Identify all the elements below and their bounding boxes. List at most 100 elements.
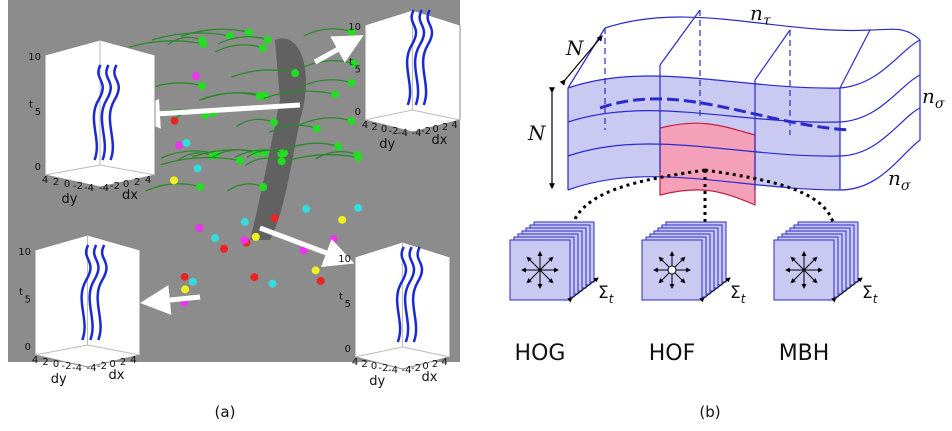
dx-tick: -4 [412, 128, 422, 139]
point [271, 214, 279, 222]
caption: (b) [699, 403, 720, 421]
point [194, 164, 202, 172]
t-tick: 5 [345, 299, 351, 310]
dx-tick: 4 [451, 120, 457, 131]
t-tick: 10 [348, 22, 361, 33]
t-tick: 10 [28, 52, 41, 63]
dx-tick: -2 [421, 126, 431, 137]
point [196, 183, 204, 191]
n-sigma: nσ [922, 84, 945, 112]
dy-label: dy [51, 372, 67, 387]
point [270, 119, 278, 127]
sum-label: Σt [862, 283, 879, 306]
point [195, 224, 203, 232]
point [181, 285, 189, 293]
dy-tick: 4 [32, 355, 38, 366]
sum: Σ [862, 283, 873, 303]
n-tau: nτ [750, 1, 771, 29]
dy-tick: 4 [352, 357, 358, 368]
inset: t1050420-2-4-4-2024dydx [338, 242, 450, 389]
dx-tick: -2 [411, 363, 421, 374]
dx-tick: 4 [145, 175, 151, 186]
point [182, 139, 190, 147]
t-label: t [339, 292, 343, 303]
dy-tick: 2 [42, 357, 48, 368]
dx-tick: 2 [120, 357, 126, 368]
point [269, 280, 277, 288]
point [329, 235, 337, 243]
n-sigma: nσ [888, 166, 911, 194]
sum: Σ [598, 283, 609, 303]
t-tick: 0 [345, 344, 351, 355]
dy-tick: -2 [62, 361, 72, 372]
point [354, 204, 362, 212]
t-tick: 5 [35, 107, 41, 118]
descriptor-name: MBH [779, 341, 830, 366]
dy-tick: 0 [371, 361, 377, 372]
t-tick: 0 [25, 342, 31, 353]
t-tick: 5 [25, 295, 31, 306]
point [198, 36, 206, 44]
dx-tick: 4 [441, 357, 447, 368]
point [240, 236, 248, 244]
dy-label: dy [62, 192, 78, 207]
t-tick: 0 [355, 107, 361, 118]
dx-label: dx [109, 368, 125, 383]
base: n [750, 1, 763, 25]
dy-tick: -4 [84, 183, 94, 194]
point [255, 92, 263, 100]
point [317, 277, 325, 285]
dy-tick: 0 [53, 359, 59, 370]
dy-tick: 0 [381, 124, 387, 135]
sub: σ [901, 178, 911, 194]
panel-b [552, 10, 920, 235]
point [331, 90, 339, 98]
dy-tick: 2 [53, 177, 59, 188]
dy-tick: -2 [73, 181, 83, 192]
dy-tick: -4 [398, 128, 408, 139]
point [192, 72, 200, 80]
dx-tick: -2 [110, 181, 120, 192]
t-label: t [29, 100, 33, 111]
dy-tick: -2 [389, 126, 399, 137]
point [291, 69, 299, 77]
point [236, 157, 244, 165]
point [278, 157, 286, 165]
point [338, 216, 346, 224]
t-tick: 10 [18, 247, 31, 258]
sum-sub: t [609, 292, 615, 306]
point [170, 176, 178, 184]
dx-tick: -4 [87, 363, 97, 374]
dy-label: dy [379, 137, 395, 152]
dy-tick: 0 [64, 179, 70, 190]
point [175, 141, 183, 149]
point [354, 154, 362, 162]
point [250, 273, 258, 281]
point [312, 266, 320, 274]
point [189, 278, 197, 286]
descriptor-blocks: Σt HOG Σt HOF Σt MBH [510, 222, 879, 366]
descriptor-name: HOG [515, 341, 566, 366]
dy-tick: 4 [42, 175, 48, 186]
n-label: N [565, 36, 585, 60]
t-tick: 0 [35, 162, 41, 173]
descriptor-name: HOF [649, 341, 696, 366]
point [252, 233, 260, 241]
point [348, 79, 356, 87]
point [220, 245, 228, 253]
sub: σ [935, 96, 945, 112]
base: n [888, 166, 901, 190]
dy-tick: -4 [72, 363, 82, 374]
point [264, 36, 272, 44]
point [245, 28, 253, 36]
base: n [922, 84, 935, 108]
n-label: N [527, 121, 547, 145]
figure: t1050420-2-4-4-2024dydxt1050420-2-4-4-20… [0, 0, 952, 427]
dx-tick: 2 [134, 177, 140, 188]
dx-label: dx [122, 188, 138, 203]
inset: t1050420-2-4-4-2024dydx [18, 235, 140, 387]
dx-label: dx [422, 370, 438, 385]
sum-label: Σt [730, 283, 747, 306]
dx-tick: 2 [442, 122, 448, 133]
